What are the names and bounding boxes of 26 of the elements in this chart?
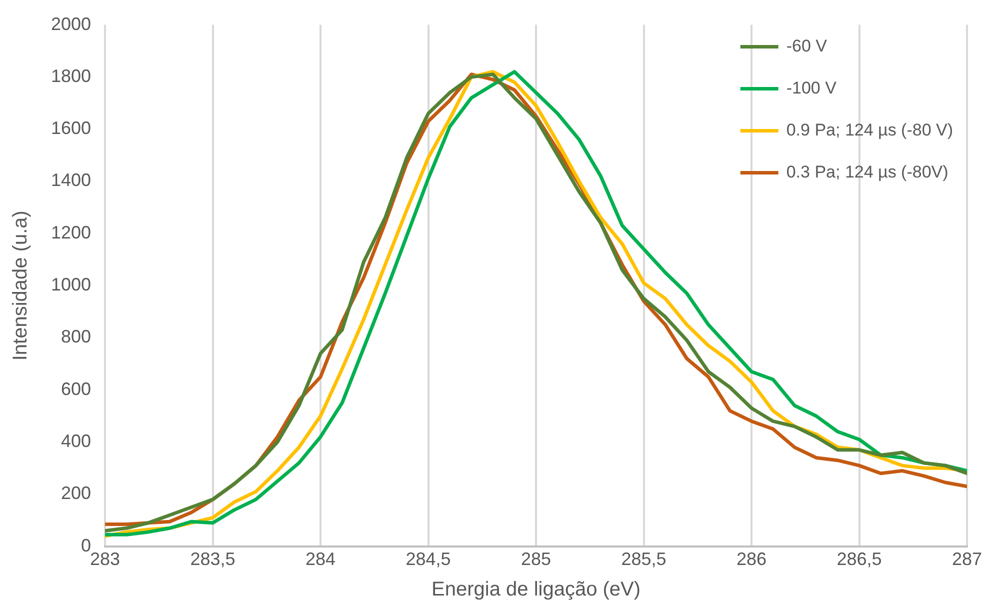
x-tick-label: 283 (90, 549, 120, 570)
x-tick-label: 287 (952, 549, 982, 570)
legend-label: -60 V (786, 36, 828, 56)
y-tick-label: 400 (60, 431, 92, 452)
y-axis-title: Intensidade (u.a) (10, 210, 32, 361)
y-tick-label: 1800 (50, 66, 92, 86)
x-tick-label: 285 (521, 549, 552, 570)
x-tick-label: 285,5 (621, 549, 666, 570)
x-axis-title: Energia de ligação (eV) (432, 578, 641, 601)
y-tick-label: 1600 (50, 118, 92, 138)
y-tick-label: 1000 (50, 274, 92, 295)
y-tick-label: 600 (60, 378, 92, 399)
y-tick-label: 0 (81, 535, 92, 556)
y-tick-label: 1400 (50, 170, 92, 190)
legend-label: -100 V (786, 78, 838, 98)
legend-label: 0.9 Pa; 124 µs (-80 V) (786, 120, 953, 140)
y-tick-label: 800 (60, 326, 92, 347)
x-tick-label: 284,5 (406, 549, 451, 570)
x-tick-label: 283,5 (190, 549, 236, 570)
y-tick-label: 1200 (50, 222, 92, 242)
x-tick-label: 284 (306, 549, 336, 570)
x-tick-label: 286,5 (836, 549, 882, 570)
y-tick-label: 200 (60, 483, 92, 504)
y-tick-label: 2000 (50, 14, 92, 34)
x-tick-label: 286 (736, 549, 767, 570)
legend-label: 0.3 Pa; 124 µs (-80V) (786, 162, 948, 182)
